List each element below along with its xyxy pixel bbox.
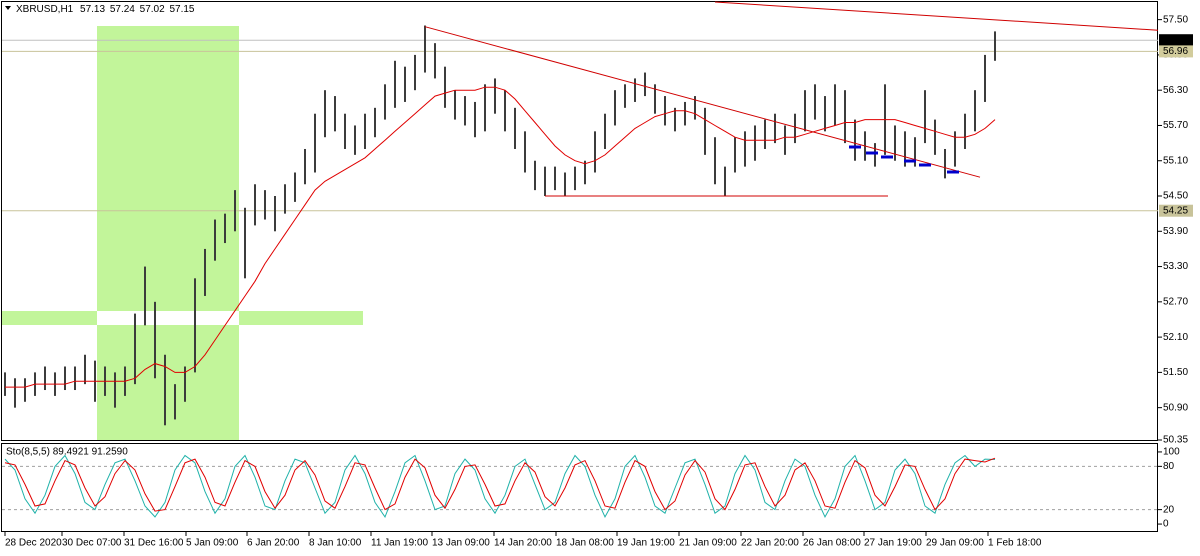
x-tick-label: 28 Dec 2020 [5,538,62,549]
x-tick-label: 1 Feb 18:00 [988,538,1042,549]
x-tick-label: 8 Jan 10:00 [309,538,362,549]
y-tick-label: 57.50 [1163,14,1188,25]
price-pane-border [1,1,1158,441]
price-label-box [1159,45,1193,58]
y-tick-label: 53.30 [1163,261,1188,272]
y-tick-label: 55.70 [1163,120,1188,131]
moving-average [5,86,996,388]
stochastic-line [4,457,996,512]
y-tick-label: 52.70 [1163,296,1188,307]
x-tick-label: 22 Jan 20:00 [741,538,799,549]
header: XBRUSD,H1 57.13 57.24 57.02 57.15 [16,4,195,15]
y-tick-label: 50.90 [1163,402,1188,413]
x-tick-label: 14 Jan 20:00 [494,538,552,549]
session-band [239,311,363,325]
header-close: 57.15 [169,4,194,15]
y-tick-label: 0 [1163,519,1169,530]
signal-marker [947,170,959,174]
price-label: 57.15 [1163,35,1188,46]
stochastic-line [4,454,996,519]
stochastic-title: Sto(8,5,5) 89.4921 91.2590 [6,447,128,458]
y-tick-label: 55.10 [1163,155,1188,166]
y-tick-label: 54.50 [1163,191,1188,202]
y-tick-label: 20 [1163,504,1175,515]
session-band-gap [97,311,239,325]
session-band [2,311,97,325]
x-tick-label: 11 Jan 19:00 [371,538,429,549]
signal-marker [881,155,893,159]
signal-marker [919,163,931,167]
x-tick-label: 13 Jan 09:00 [432,538,490,549]
x-tick-label: 29 Jan 09:00 [926,538,984,549]
signal-marker [849,145,861,149]
y-tick-label: 51.50 [1163,367,1188,378]
trendline [424,26,981,178]
trendline [714,1,1159,31]
header-open: 57.13 [80,4,105,15]
x-tick-label: 18 Jan 08:00 [556,538,614,549]
y-tick-label: 80 [1163,461,1175,472]
x-tick-label: 26 Jan 08:00 [803,538,861,549]
y-tick-label: 53.90 [1163,226,1188,237]
price-label-box [1159,34,1193,47]
session-zone [97,26,239,440]
price-label-box [1159,204,1193,217]
y-tick-label: 52.10 [1163,332,1188,343]
y-tick-label: 50.35 [1163,435,1188,446]
y-tick-label: 56.30 [1163,85,1188,96]
x-tick-label: 30 Dec 07:00 [62,538,122,549]
x-tick-label: 6 Jan 20:00 [247,538,300,549]
header-high: 57.24 [110,4,135,15]
symbol: XBRUSD,H1 [16,4,74,15]
signal-marker [866,151,878,155]
x-tick-label: 21 Jan 09:00 [679,538,737,549]
header-low: 57.02 [140,4,165,15]
price-label: 56.96 [1163,46,1188,57]
x-tick-label: 27 Jan 19:00 [864,538,922,549]
stochastic-pane-border [1,443,1158,532]
x-tick-label: 5 Jan 09:00 [186,538,239,549]
menu-triangle[interactable] [5,6,11,10]
x-tick-label: 19 Jan 19:00 [617,538,675,549]
frame [1,1,1158,532]
y-tick-label: 100 [1163,447,1180,458]
price-label: 54.25 [1163,205,1188,216]
signal-marker [904,159,916,163]
x-tick-label: 31 Dec 16:00 [124,538,184,549]
